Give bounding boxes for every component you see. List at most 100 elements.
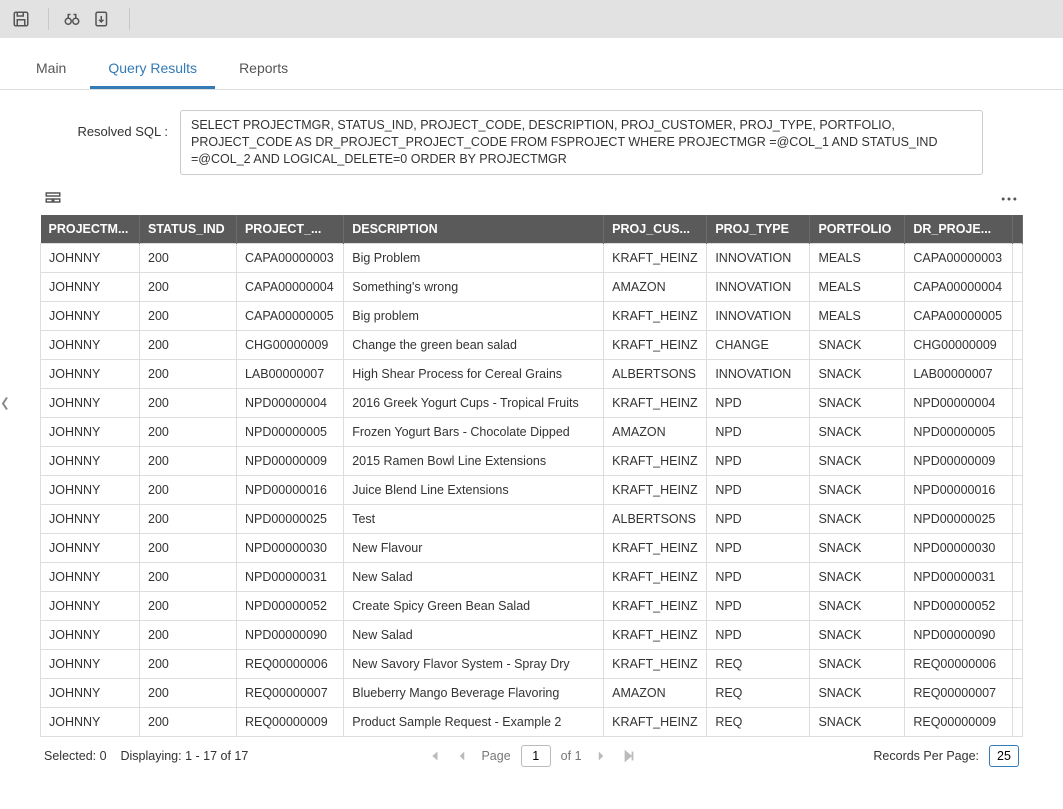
- cell-portfolio[interactable]: SNACK: [810, 417, 905, 446]
- tab-main[interactable]: Main: [18, 50, 84, 89]
- cell-proj_type[interactable]: NPD: [707, 446, 810, 475]
- cell-proj_customer[interactable]: KRAFT_HEINZ: [604, 301, 707, 330]
- cell-description[interactable]: Test: [344, 504, 604, 533]
- cell-status_ind[interactable]: 200: [140, 649, 237, 678]
- cell-description[interactable]: Big problem: [344, 301, 604, 330]
- table-row[interactable]: JOHNNY200NPD000000042016 Greek Yogurt Cu…: [41, 388, 1023, 417]
- cell-dr_project[interactable]: NPD00000009: [905, 446, 1012, 475]
- cell-proj_customer[interactable]: ALBERTSONS: [604, 359, 707, 388]
- cell-status_ind[interactable]: 200: [140, 417, 237, 446]
- cell-proj_type[interactable]: NPD: [707, 504, 810, 533]
- table-more-icon[interactable]: [999, 189, 1019, 209]
- column-header-projectmgr[interactable]: PROJECTM...: [41, 215, 140, 244]
- cell-portfolio[interactable]: MEALS: [810, 272, 905, 301]
- cell-dr_project[interactable]: NPD00000031: [905, 562, 1012, 591]
- cell-proj_customer[interactable]: KRAFT_HEINZ: [604, 591, 707, 620]
- cell-description[interactable]: Blueberry Mango Beverage Flavoring: [344, 678, 604, 707]
- cell-description[interactable]: New Salad: [344, 620, 604, 649]
- cell-projectmgr[interactable]: JOHNNY: [41, 533, 140, 562]
- cell-project_code[interactable]: NPD00000090: [236, 620, 343, 649]
- cell-status_ind[interactable]: 200: [140, 330, 237, 359]
- cell-projectmgr[interactable]: JOHNNY: [41, 649, 140, 678]
- cell-projectmgr[interactable]: JOHNNY: [41, 562, 140, 591]
- cell-proj_type[interactable]: CHANGE: [707, 330, 810, 359]
- cell-portfolio[interactable]: SNACK: [810, 678, 905, 707]
- cell-project_code[interactable]: CHG00000009: [236, 330, 343, 359]
- export-icon[interactable]: [89, 6, 115, 32]
- cell-proj_customer[interactable]: KRAFT_HEINZ: [604, 533, 707, 562]
- table-row[interactable]: JOHNNY200NPD00000030New FlavourKRAFT_HEI…: [41, 533, 1023, 562]
- table-row[interactable]: JOHNNY200NPD00000016Juice Blend Line Ext…: [41, 475, 1023, 504]
- cell-projectmgr[interactable]: JOHNNY: [41, 388, 140, 417]
- cell-proj_customer[interactable]: KRAFT_HEINZ: [604, 446, 707, 475]
- cell-description[interactable]: High Shear Process for Cereal Grains: [344, 359, 604, 388]
- cell-proj_customer[interactable]: KRAFT_HEINZ: [604, 707, 707, 736]
- cell-portfolio[interactable]: SNACK: [810, 330, 905, 359]
- cell-dr_project[interactable]: NPD00000030: [905, 533, 1012, 562]
- first-page-icon[interactable]: [425, 747, 443, 765]
- cell-status_ind[interactable]: 200: [140, 272, 237, 301]
- cell-dr_project[interactable]: REQ00000009: [905, 707, 1012, 736]
- table-row[interactable]: JOHNNY200CHG00000009Change the green bea…: [41, 330, 1023, 359]
- cell-portfolio[interactable]: SNACK: [810, 475, 905, 504]
- cell-portfolio[interactable]: MEALS: [810, 243, 905, 272]
- cell-projectmgr[interactable]: JOHNNY: [41, 359, 140, 388]
- column-header-project_code[interactable]: PROJECT_...: [236, 215, 343, 244]
- page-input[interactable]: [521, 745, 551, 767]
- cell-proj_customer[interactable]: AMAZON: [604, 272, 707, 301]
- cell-dr_project[interactable]: CAPA00000004: [905, 272, 1012, 301]
- cell-description[interactable]: Create Spicy Green Bean Salad: [344, 591, 604, 620]
- cell-projectmgr[interactable]: JOHNNY: [41, 475, 140, 504]
- cell-project_code[interactable]: NPD00000016: [236, 475, 343, 504]
- table-row[interactable]: JOHNNY200NPD000000092015 Ramen Bowl Line…: [41, 446, 1023, 475]
- cell-dr_project[interactable]: CHG00000009: [905, 330, 1012, 359]
- cell-project_code[interactable]: CAPA00000004: [236, 272, 343, 301]
- column-header-proj_customer[interactable]: PROJ_CUS...: [604, 215, 707, 244]
- cell-proj_customer[interactable]: ALBERTSONS: [604, 504, 707, 533]
- cell-proj_customer[interactable]: KRAFT_HEINZ: [604, 620, 707, 649]
- cell-portfolio[interactable]: SNACK: [810, 446, 905, 475]
- cell-description[interactable]: 2016 Greek Yogurt Cups - Tropical Fruits: [344, 388, 604, 417]
- table-row[interactable]: JOHNNY200NPD00000005Frozen Yogurt Bars -…: [41, 417, 1023, 446]
- cell-status_ind[interactable]: 200: [140, 243, 237, 272]
- cell-project_code[interactable]: REQ00000007: [236, 678, 343, 707]
- cell-projectmgr[interactable]: JOHNNY: [41, 446, 140, 475]
- cell-project_code[interactable]: NPD00000004: [236, 388, 343, 417]
- records-per-page-input[interactable]: [989, 745, 1019, 767]
- cell-proj_type[interactable]: REQ: [707, 649, 810, 678]
- cell-dr_project[interactable]: NPD00000090: [905, 620, 1012, 649]
- cell-proj_customer[interactable]: KRAFT_HEINZ: [604, 243, 707, 272]
- cell-status_ind[interactable]: 200: [140, 388, 237, 417]
- cell-proj_type[interactable]: NPD: [707, 388, 810, 417]
- cell-projectmgr[interactable]: JOHNNY: [41, 272, 140, 301]
- table-settings-icon[interactable]: [44, 190, 62, 208]
- resolved-sql-text[interactable]: SELECT PROJECTMGR, STATUS_IND, PROJECT_C…: [180, 110, 983, 175]
- cell-description[interactable]: Frozen Yogurt Bars - Chocolate Dipped: [344, 417, 604, 446]
- cell-proj_type[interactable]: NPD: [707, 417, 810, 446]
- table-row[interactable]: JOHNNY200CAPA00000003Big ProblemKRAFT_HE…: [41, 243, 1023, 272]
- cell-portfolio[interactable]: SNACK: [810, 649, 905, 678]
- cell-status_ind[interactable]: 200: [140, 562, 237, 591]
- cell-dr_project[interactable]: NPD00000025: [905, 504, 1012, 533]
- cell-proj_customer[interactable]: AMAZON: [604, 678, 707, 707]
- cell-portfolio[interactable]: SNACK: [810, 359, 905, 388]
- table-row[interactable]: JOHNNY200NPD00000031New SaladKRAFT_HEINZ…: [41, 562, 1023, 591]
- cell-proj_type[interactable]: REQ: [707, 678, 810, 707]
- panel-collapse-handle[interactable]: [0, 395, 10, 414]
- cell-dr_project[interactable]: REQ00000006: [905, 649, 1012, 678]
- cell-project_code[interactable]: NPD00000005: [236, 417, 343, 446]
- cell-dr_project[interactable]: NPD00000004: [905, 388, 1012, 417]
- cell-proj_type[interactable]: NPD: [707, 562, 810, 591]
- table-row[interactable]: JOHNNY200REQ00000006New Savory Flavor Sy…: [41, 649, 1023, 678]
- next-page-icon[interactable]: [592, 747, 610, 765]
- column-header-proj_type[interactable]: PROJ_TYPE: [707, 215, 810, 244]
- cell-portfolio[interactable]: MEALS: [810, 301, 905, 330]
- search-binoculars-icon[interactable]: [59, 6, 85, 32]
- cell-project_code[interactable]: NPD00000031: [236, 562, 343, 591]
- column-header-status_ind[interactable]: STATUS_IND: [140, 215, 237, 244]
- table-row[interactable]: JOHNNY200REQ00000007Blueberry Mango Beve…: [41, 678, 1023, 707]
- cell-status_ind[interactable]: 200: [140, 707, 237, 736]
- cell-proj_type[interactable]: NPD: [707, 533, 810, 562]
- cell-project_code[interactable]: NPD00000025: [236, 504, 343, 533]
- table-row[interactable]: JOHNNY200CAPA00000005Big problemKRAFT_HE…: [41, 301, 1023, 330]
